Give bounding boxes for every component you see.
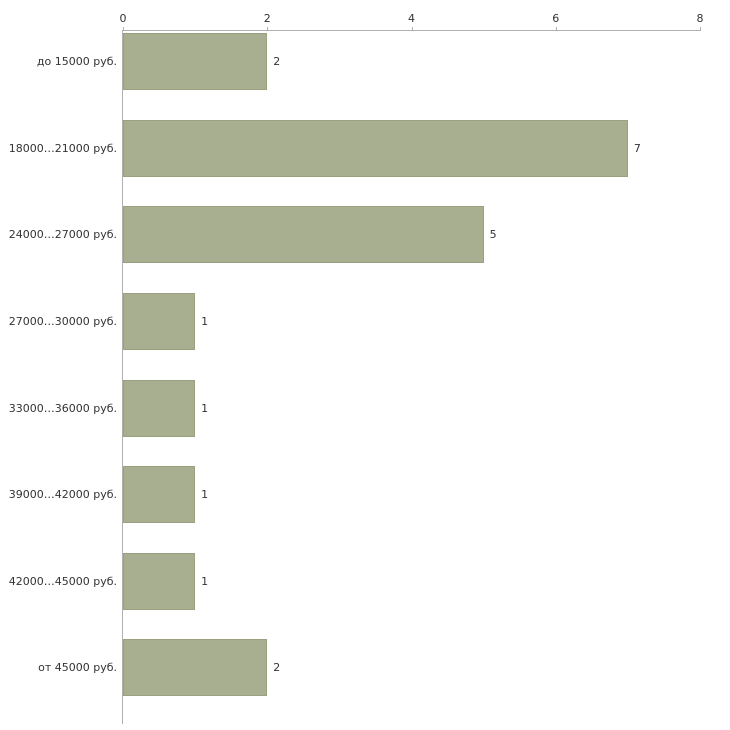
bar: [123, 639, 268, 697]
x-axis-tick-label: 2: [263, 12, 271, 25]
bar: [123, 379, 196, 437]
category-label: 18000…21000 руб.: [8, 141, 117, 155]
bar: [123, 292, 196, 350]
bar-row: 33000…36000 руб. 1: [9, 378, 700, 465]
x-axis-tick-label: 8: [696, 12, 704, 25]
bar: [123, 119, 628, 177]
category-label: 24000…27000 руб.: [8, 228, 117, 242]
x-axis-tick: [267, 27, 269, 31]
bar: [123, 552, 196, 610]
x-axis-tick: [411, 27, 413, 31]
bar-row: 27000…30000 руб. 1: [9, 291, 700, 378]
bar-row: от 45000 руб. 2: [38, 637, 700, 724]
value-label: 2: [273, 55, 281, 68]
value-label: 1: [201, 574, 209, 588]
category-label: до 15000 руб.: [36, 55, 117, 68]
bar-row: 18000…21000 руб. 7: [9, 118, 700, 205]
x-axis-tick: [700, 27, 701, 31]
bar: [123, 466, 196, 524]
x-axis-tick-label: 0: [119, 12, 127, 25]
x-axis-tick-label: 6: [552, 12, 560, 25]
bar-row: 42000…45000 руб. 1: [9, 551, 700, 638]
bar: [123, 206, 484, 264]
category-label: 27000…30000 руб.: [8, 314, 117, 328]
value-label: 7: [633, 141, 641, 155]
category-label: 33000…36000 руб.: [8, 401, 117, 415]
value-label: 1: [201, 488, 209, 502]
plot-area: 0 2 4 6 8 до 15000 руб. 2 18000…21000 руб. 7 2400…: [9, 12, 704, 724]
x-axis-tick: [555, 27, 557, 31]
bar-row: 24000…27000 руб. 5: [9, 204, 700, 291]
bar: [123, 33, 268, 90]
value-label: 5: [489, 228, 497, 242]
value-label: 1: [201, 314, 209, 328]
value-label: 2: [273, 661, 281, 675]
value-label: 1: [201, 401, 209, 415]
category-label: 42000…45000 руб.: [8, 574, 117, 588]
bar-row: до 15000 руб. 2: [37, 31, 700, 118]
category-label: 39000…42000 руб.: [8, 488, 117, 502]
category-label: от 45000 руб.: [38, 661, 117, 675]
x-axis-tick-label: 4: [408, 12, 415, 25]
bar-row: 39000…42000 руб. 1: [9, 464, 700, 551]
x-axis-tick: [123, 27, 124, 31]
